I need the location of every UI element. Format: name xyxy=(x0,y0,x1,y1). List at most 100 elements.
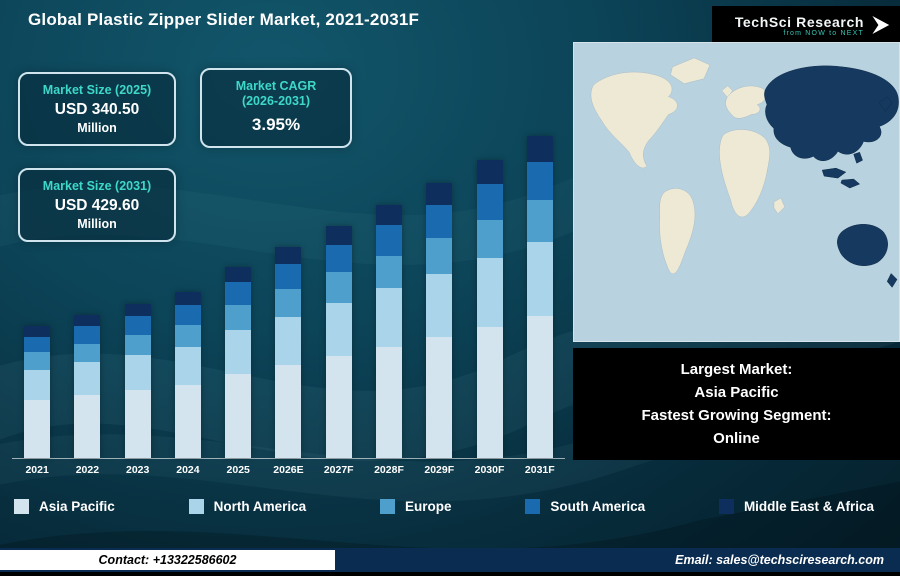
stat-label: (2026-2031) xyxy=(241,94,311,108)
bar-segment-north-america xyxy=(526,242,553,317)
x-tick-2025: 2025 xyxy=(226,464,250,476)
world-map xyxy=(573,42,900,342)
bar-segment-middle-east-africa xyxy=(375,205,402,226)
legend-item-south-america: South America xyxy=(525,499,645,514)
bar-segment-north-america xyxy=(426,273,453,337)
x-tick-2026E: 2026E xyxy=(273,464,304,476)
x-tick-2029F: 2029F xyxy=(424,464,455,476)
bar-segment-middle-east-africa xyxy=(476,160,503,184)
x-tick-2028F: 2028F xyxy=(374,464,404,476)
bar-segment-south-america xyxy=(426,204,453,238)
chart-bar-slot-2028F xyxy=(364,132,414,458)
bar-2030F xyxy=(476,160,503,458)
chart-bar-slot-2031F xyxy=(515,132,565,458)
bar-2029F xyxy=(426,183,453,458)
legend-item-middle-east-africa: Middle East & Africa xyxy=(718,499,874,514)
chart-x-axis-labels: 2021 2022 2023 2024 2025 2026E 2027F 2028F 2029F… xyxy=(12,459,565,476)
fastest-segment-value: Online xyxy=(713,430,760,447)
legend-swatch-europe xyxy=(379,499,395,514)
bar-segment-europe xyxy=(325,272,352,303)
bar-segment-middle-east-africa xyxy=(426,183,453,205)
legend-swatch-south-america xyxy=(525,499,541,514)
x-tick-2021: 2021 xyxy=(25,464,49,476)
legend-swatch-north-america xyxy=(188,499,204,514)
bar-segment-south-america xyxy=(225,282,252,306)
map-new-zealand xyxy=(886,273,898,288)
bar-segment-asia-pacific xyxy=(225,373,252,458)
bar-segment-south-america xyxy=(275,263,302,290)
stat-unit: Million xyxy=(77,217,117,231)
brand-tagline: from NOW to NEXT xyxy=(783,29,864,37)
contact-info: Contact: +13322586602 xyxy=(0,550,335,570)
footer-bar: Contact: +13322586602 Email: sales@techs… xyxy=(0,548,900,576)
bar-segment-south-america xyxy=(74,326,101,344)
bar-segment-north-america xyxy=(24,369,51,400)
legend-swatch-asia-pacific xyxy=(14,499,29,514)
bar-2025 xyxy=(225,267,252,458)
bar-segment-asia-pacific xyxy=(74,395,101,458)
bar-segment-europe xyxy=(375,255,402,289)
legend-label: South America xyxy=(550,499,646,514)
bar-segment-asia-pacific xyxy=(275,365,302,458)
bar-segment-middle-east-africa xyxy=(124,304,151,317)
chart-bar-slot-2027F xyxy=(314,132,364,458)
chart-bar-slot-2022 xyxy=(62,132,112,458)
bar-segment-middle-east-africa xyxy=(225,267,252,283)
bar-segment-south-america xyxy=(526,161,553,201)
bar-2021 xyxy=(24,326,51,458)
stat-card-market-cagr: Market CAGR (2026-2031) 3.95% xyxy=(200,68,352,148)
bar-segment-asia-pacific xyxy=(426,336,453,458)
bar-segment-europe xyxy=(24,352,51,370)
stat-card-market-size-2025: Market Size (2025) USD 340.50 Million xyxy=(18,72,176,146)
bar-2022 xyxy=(74,315,101,458)
bar-2027F xyxy=(325,226,352,458)
x-tick-2023: 2023 xyxy=(125,464,150,476)
bar-segment-middle-east-africa xyxy=(526,136,553,162)
bar-2028F xyxy=(375,205,402,458)
bar-segment-europe xyxy=(174,325,201,347)
legend-label: Asia Pacific xyxy=(39,499,115,514)
bar-segment-asia-pacific xyxy=(24,399,51,458)
map-africa xyxy=(719,129,770,218)
bar-segment-north-america xyxy=(476,258,503,327)
stat-unit: Million xyxy=(77,121,117,135)
map-australia-highlighted xyxy=(837,224,888,266)
chart-bar-slot-2029F xyxy=(414,132,464,458)
bar-segment-asia-pacific xyxy=(476,326,503,458)
chart-bar-slot-2021 xyxy=(12,132,62,458)
bar-segment-south-america xyxy=(325,244,352,273)
bar-segment-asia-pacific xyxy=(174,384,201,458)
bar-segment-asia-pacific xyxy=(526,316,553,458)
bar-segment-north-america xyxy=(375,288,402,347)
stat-value: USD 429.60 xyxy=(54,197,140,214)
map-uk xyxy=(721,85,733,99)
stat-label: Market Size (2025) xyxy=(42,83,152,97)
bar-segment-europe xyxy=(225,305,252,331)
market-info-panel: Largest Market: Asia Pacific Fastest Gro… xyxy=(573,348,900,460)
bar-segment-north-america xyxy=(124,354,151,391)
world-map-graphic xyxy=(574,43,899,341)
bar-segment-europe xyxy=(124,334,151,355)
x-tick-2031F: 2031F xyxy=(524,464,555,476)
legend-label: Middle East & Africa xyxy=(743,499,874,514)
x-tick-2022: 2022 xyxy=(75,464,100,476)
legend-label: North America xyxy=(213,499,307,514)
largest-market-value: Asia Pacific xyxy=(694,384,779,401)
legend-item-north-america: North America xyxy=(188,499,307,514)
email-info: Email: sales@techsciresearch.com xyxy=(675,553,884,567)
bar-segment-europe xyxy=(275,289,302,317)
fastest-segment-label: Fastest Growing Segment: xyxy=(641,407,832,424)
chart-bar-slot-2023 xyxy=(113,132,163,458)
largest-market-label: Largest Market: xyxy=(680,361,793,378)
bar-segment-europe xyxy=(476,219,503,259)
map-japan xyxy=(878,96,893,112)
stacked-bar-chart: 2021 2022 2023 2024 2025 2026E 2027F 2028F 2029F… xyxy=(12,132,565,476)
bar-segment-south-america xyxy=(375,225,402,256)
stat-card-market-size-2031: Market Size (2031) USD 429.60 Million xyxy=(18,168,176,242)
bar-segment-middle-east-africa xyxy=(325,226,352,245)
chart-legend: Asia Pacific North America Europe South Ame… xyxy=(14,499,888,514)
chart-bar-slot-2025 xyxy=(213,132,263,458)
bar-2026E xyxy=(275,247,302,458)
stat-label: Market Size (2031) xyxy=(42,179,152,193)
